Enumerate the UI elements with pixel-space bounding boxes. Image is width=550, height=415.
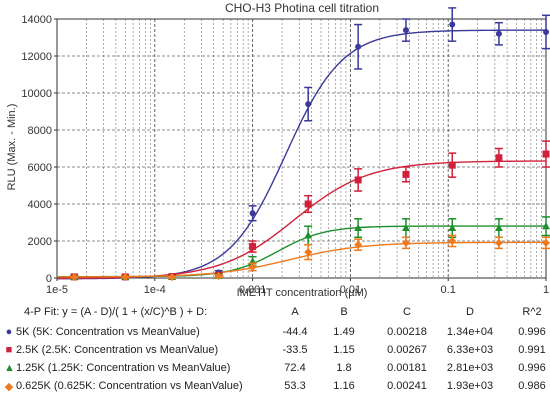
column-header-c: C [403,306,411,318]
legend-square-icon: ■ [5,344,13,356]
param-r2: 0.996 [518,326,546,338]
param-c: 0.00218 [387,326,427,338]
param-c: 0.00267 [387,344,427,356]
data-point-circle [355,43,362,50]
param-r2: 0.991 [518,344,546,356]
table-row: ■ 2.5K (2.5K: Concentration vs MeanValue… [0,344,550,360]
data-point-circle [449,21,456,28]
y-tick-label: 0 [46,273,52,285]
param-a: 72.4 [284,362,306,374]
data-point-diamond [542,238,550,247]
data-point-square [402,170,410,178]
param-c: 0.00241 [387,380,427,392]
data-point-square [542,150,550,158]
data-point-diamond [401,238,410,247]
data-point-triangle [354,224,363,232]
param-d: 6.33e+03 [446,344,494,356]
x-tick-label: 0.001 [239,284,267,296]
series-label: 5K (5K: Concentration vs MeanValue) [16,326,200,338]
param-r2: 0.986 [518,380,546,392]
data-point-diamond [494,238,503,247]
column-header-d: D [466,306,474,318]
data-point-triangle [542,222,550,230]
series-label: 1.25K (1.25K: Concentration vs MeanValue… [16,362,231,374]
data-point-triangle [494,224,503,232]
y-tick-label: 4000 [28,199,52,211]
data-point-diamond [214,272,223,281]
data-point-square [304,200,312,208]
data-point-circle [249,210,256,217]
grid [56,19,546,278]
param-b: 1.49 [333,326,355,338]
series-label: 2.5K (2.5K: Concentration vs MeanValue) [16,344,219,356]
param-a: -44.4 [282,326,308,338]
data-point-diamond [354,240,363,249]
data-point-circle [402,27,409,34]
y-tick-label: 2000 [28,236,52,248]
param-d: 1.93e+03 [446,380,494,392]
param-d: 1.34e+04 [446,326,494,338]
x-tick-label: 0.01 [340,284,361,296]
table-row: ▲ 1.25K (1.25K: Concentration vs MeanVal… [0,362,550,378]
chart-title: CHO-H3 Photina cell titration [225,1,379,15]
data-point-diamond [168,273,177,282]
param-a: 53.3 [284,380,306,392]
legend-circle-icon: ● [5,326,13,338]
series-label: 0.625K (0.625K: Concentration vs MeanVal… [16,380,243,392]
param-b: 1.16 [333,380,355,392]
fit-curve [56,29,546,280]
data-point-square [448,161,456,169]
x-tick-label: 1e-5 [46,284,68,296]
fit-table-header: 4-P Fit: y = (A - D)/( 1 + (x/C)^B ) + D… [0,306,550,322]
data-point-circle [305,101,312,108]
x-tick-label: 1e-4 [144,284,166,296]
data-point-triangle [401,224,410,232]
column-header-b: B [340,306,348,318]
table-row: ◆ 0.625K (0.625K: Concentration vs MeanV… [0,380,550,396]
titration-chart: CHO-H3 Photina cell titration RLU (Max. … [6,1,550,299]
data-point-diamond [448,237,457,245]
y-tick-label: 8000 [28,125,52,137]
fit-curve [57,241,546,278]
data-point-diamond [304,248,313,257]
fit-curve [56,160,547,280]
data-point-square [354,176,362,184]
y-tick-label: 6000 [28,162,52,174]
y-tick-label: 14000 [21,14,52,26]
data-point-circle [495,30,502,37]
x-tick-label: 1 [543,284,549,296]
param-b: 1.15 [333,344,355,356]
y-tick-label: 12000 [21,51,52,63]
y-axis-label: RLU (Max. - Min.) [6,104,18,191]
column-header-r2: R^2 [522,306,542,318]
fit-equation: 4-P Fit: y = (A - D)/( 1 + (x/C)^B ) + D… [24,306,208,318]
y-tick-label: 10000 [21,88,52,100]
param-r2: 0.996 [518,362,546,374]
data-point-square [495,154,503,162]
table-row: ● 5K (5K: Concentration vs MeanValue) -4… [0,326,550,342]
data-point-diamond [121,273,130,282]
data-point-square [249,243,257,251]
data-point-circle [543,28,549,35]
x-axis-label: IMETIT concentration (µM) [237,287,368,299]
data-points [70,7,550,282]
legend-triangle-icon: ▲ [4,362,15,374]
param-c: 0.00181 [387,362,427,374]
param-d: 2.81e+03 [446,362,494,374]
fit-curve [57,225,546,278]
column-header-a: A [291,306,299,318]
data-point-diamond [248,262,257,271]
param-b: 1.8 [336,362,352,374]
param-a: -33.5 [282,344,308,356]
axis-ticks: 0 2000 4000 6000 8000 10000 12000 14000 1e-5 1e-4… [21,14,549,296]
x-tick-label: 0.1 [441,284,456,296]
data-point-triangle [448,224,457,232]
fit-curves [56,29,547,280]
legend-diamond-icon: ◆ [4,381,14,393]
data-point-diamond [70,273,79,282]
data-point-triangle [304,231,313,239]
